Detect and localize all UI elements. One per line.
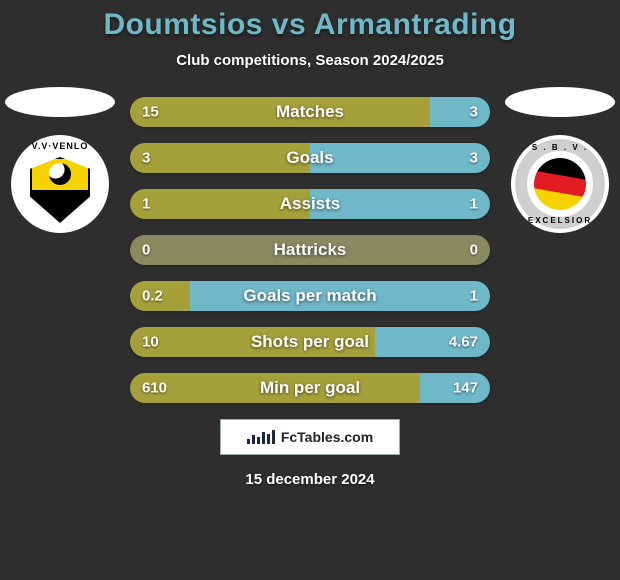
metric-row: 1 1 Assists <box>130 189 490 219</box>
source-label: FcTables.com <box>281 429 373 445</box>
metric-value-right: 3 <box>470 104 478 121</box>
metric-value-left: 0 <box>142 242 150 259</box>
club-badge-left: V.V·VENLO <box>11 135 109 233</box>
metric-value-right: 1 <box>470 196 478 213</box>
source-badge: FcTables.com <box>220 419 400 455</box>
metric-value-right: 4.67 <box>449 334 478 351</box>
metric-value-right: 3 <box>470 150 478 167</box>
subtitle: Club competitions, Season 2024/2025 <box>0 52 620 69</box>
metric-bar-right <box>310 143 490 173</box>
club-badge-left-ball-icon <box>49 163 71 185</box>
metric-bar-left <box>130 143 310 173</box>
metric-row: 0 0 Hattricks <box>130 235 490 265</box>
metric-label: Goals <box>286 148 333 168</box>
metric-row: 610 147 Min per goal <box>130 373 490 403</box>
player-left-column: V.V·VENLO <box>0 87 120 233</box>
metric-label: Matches <box>276 102 344 122</box>
metric-label: Assists <box>280 194 340 214</box>
metric-value-right: 0 <box>470 242 478 259</box>
club-badge-right: S . B . V . EXCELSIOR <box>511 135 609 233</box>
player-left-avatar-placeholder <box>5 87 115 117</box>
metric-value-left: 10 <box>142 334 159 351</box>
metric-value-left: 15 <box>142 104 159 121</box>
metric-label: Min per goal <box>260 378 360 398</box>
comparison-content: V.V·VENLO S . B . V . EXCELSIOR 15 3 Match… <box>0 97 620 488</box>
player-right-column: S . B . V . EXCELSIOR <box>500 87 620 233</box>
metric-value-left: 610 <box>142 380 167 397</box>
player-right-avatar-placeholder <box>505 87 615 117</box>
metric-label: Hattricks <box>274 240 347 260</box>
page-title: Doumtsios vs Armantrading <box>0 8 620 42</box>
metric-value-right: 147 <box>453 380 478 397</box>
comparison-bars: 15 3 Matches 3 3 Goals 1 1 Assists 0 0 Hattricks 0.2… <box>130 97 490 403</box>
metric-label: Shots per goal <box>251 332 369 352</box>
metric-value-left: 1 <box>142 196 150 213</box>
metric-row: 0.2 1 Goals per match <box>130 281 490 311</box>
metric-value-right: 1 <box>470 288 478 305</box>
date-label: 15 december 2024 <box>0 471 620 488</box>
metric-value-left: 3 <box>142 150 150 167</box>
club-badge-left-text: V.V·VENLO <box>32 141 89 151</box>
metric-bar-right <box>430 97 490 127</box>
club-badge-right-text-top: S . B . V . <box>532 143 588 152</box>
bar-chart-icon <box>247 430 275 444</box>
metric-row: 15 3 Matches <box>130 97 490 127</box>
metric-label: Goals per match <box>243 286 376 306</box>
metric-row: 10 4.67 Shots per goal <box>130 327 490 357</box>
metric-row: 3 3 Goals <box>130 143 490 173</box>
club-badge-right-text-bottom: EXCELSIOR <box>528 216 592 225</box>
metric-value-left: 0.2 <box>142 288 163 305</box>
